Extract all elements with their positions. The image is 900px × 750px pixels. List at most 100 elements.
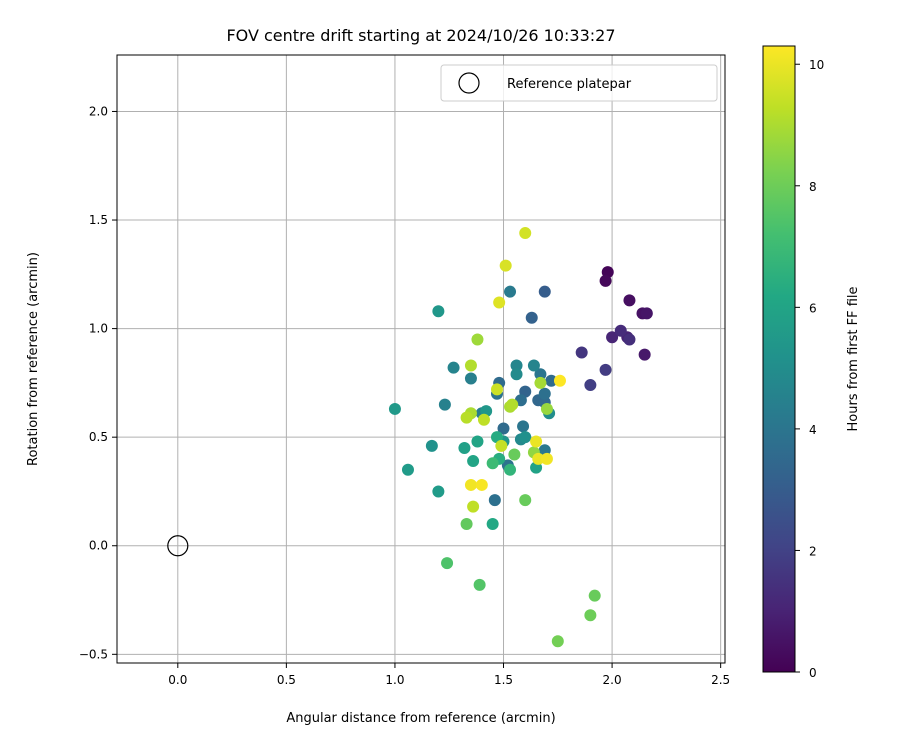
x-tick-label: 2.5 xyxy=(711,673,730,687)
colorbar-gradient xyxy=(762,45,796,673)
data-point xyxy=(519,494,532,507)
data-point xyxy=(504,285,517,298)
data-point xyxy=(530,435,543,448)
data-point xyxy=(508,448,521,461)
data-point xyxy=(447,361,460,374)
data-point xyxy=(588,589,601,602)
data-point xyxy=(473,578,486,591)
data-point xyxy=(540,452,553,465)
data-point xyxy=(599,363,612,376)
colorbar-tick-label: 2 xyxy=(809,544,817,558)
data-point xyxy=(506,398,519,411)
colorbar-tick-label: 8 xyxy=(809,180,817,194)
plot-frame xyxy=(116,54,726,664)
data-point xyxy=(623,333,636,346)
data-point xyxy=(467,500,480,513)
colorbar-tick-label: 0 xyxy=(809,666,817,680)
y-axis-ticks: −0.5 0.0 0.5 1.0 1.5 2.0 xyxy=(79,104,117,661)
data-points xyxy=(388,227,653,648)
data-point xyxy=(491,383,503,396)
data-point xyxy=(527,359,540,372)
data-point xyxy=(517,420,530,433)
data-point xyxy=(519,431,532,444)
data-point xyxy=(532,452,545,465)
x-axis-label: Angular distance from reference (arcmin) xyxy=(286,711,555,726)
y-tick-label: 0.5 xyxy=(89,430,108,444)
data-point xyxy=(471,333,484,346)
colorbar-tick-label: 10 xyxy=(809,58,824,72)
data-point xyxy=(510,359,523,372)
y-axis-label: Rotation from reference (arcmin) xyxy=(26,252,41,466)
data-point xyxy=(553,374,566,387)
data-point xyxy=(425,439,438,452)
x-tick-label: 1.5 xyxy=(494,673,513,687)
data-point xyxy=(640,307,653,320)
data-point xyxy=(534,368,547,381)
y-tick-label: 0.0 xyxy=(89,539,108,553)
colorbar-tick-label: 6 xyxy=(809,301,817,315)
legend-open-circle-icon xyxy=(458,72,480,94)
data-point xyxy=(401,463,414,476)
data-point xyxy=(638,348,651,361)
data-point xyxy=(467,455,480,468)
colorbar-ticks: 0 2 4 6 8 10 xyxy=(795,58,824,680)
data-point xyxy=(584,609,597,622)
colorbar-tick-label: 4 xyxy=(809,423,817,437)
data-point xyxy=(584,379,597,392)
data-point xyxy=(388,402,401,415)
data-point xyxy=(460,518,473,531)
y-tick-label: 1.0 xyxy=(89,322,108,336)
x-axis-ticks: 0.0 0.5 1.0 1.5 2.0 2.5 xyxy=(168,663,730,687)
data-point xyxy=(432,305,445,318)
legend-box xyxy=(440,64,718,102)
y-tick-label: 1.5 xyxy=(89,213,108,227)
data-point xyxy=(538,387,551,400)
data-point xyxy=(471,435,484,448)
data-point xyxy=(606,331,619,344)
legend: Reference platepar xyxy=(440,64,718,102)
data-point xyxy=(525,311,538,324)
data-point xyxy=(519,227,532,240)
data-point xyxy=(464,478,477,491)
colorbar: 0 2 4 6 8 10 Hours from first FF file xyxy=(762,45,861,680)
y-tick-label: −0.5 xyxy=(79,647,108,661)
x-tick-label: 0.0 xyxy=(168,673,187,687)
data-point xyxy=(432,485,445,498)
grid-lines xyxy=(117,55,725,663)
y-tick-label: 2.0 xyxy=(89,104,108,118)
legend-entry-reference: Reference platepar xyxy=(507,77,632,92)
data-point xyxy=(540,402,553,415)
data-point xyxy=(545,374,558,387)
data-point xyxy=(477,413,490,426)
data-point xyxy=(488,494,501,507)
data-point xyxy=(458,442,471,455)
data-point xyxy=(614,324,627,337)
data-point xyxy=(460,411,473,424)
data-point xyxy=(475,478,488,491)
data-point xyxy=(486,457,499,470)
data-point xyxy=(495,439,508,452)
reference-marker-group xyxy=(167,535,189,557)
data-point xyxy=(623,294,636,307)
data-point xyxy=(441,557,454,570)
data-point xyxy=(599,274,612,287)
data-point xyxy=(538,285,551,298)
data-point xyxy=(464,359,477,372)
data-point xyxy=(504,463,517,476)
data-point xyxy=(486,518,499,531)
data-point xyxy=(497,422,510,435)
data-point xyxy=(464,372,477,385)
x-tick-label: 2.0 xyxy=(603,673,622,687)
data-point xyxy=(493,296,506,309)
x-tick-label: 1.0 xyxy=(385,673,404,687)
x-tick-label: 0.5 xyxy=(277,673,296,687)
data-point xyxy=(499,259,512,272)
data-point xyxy=(575,346,588,359)
data-point xyxy=(510,368,523,381)
chart-title: FOV centre drift starting at 2024/10/26 … xyxy=(226,26,615,45)
data-point xyxy=(438,398,451,411)
reference-platepar-marker xyxy=(167,535,189,557)
data-point xyxy=(551,635,564,648)
data-point xyxy=(534,376,547,389)
